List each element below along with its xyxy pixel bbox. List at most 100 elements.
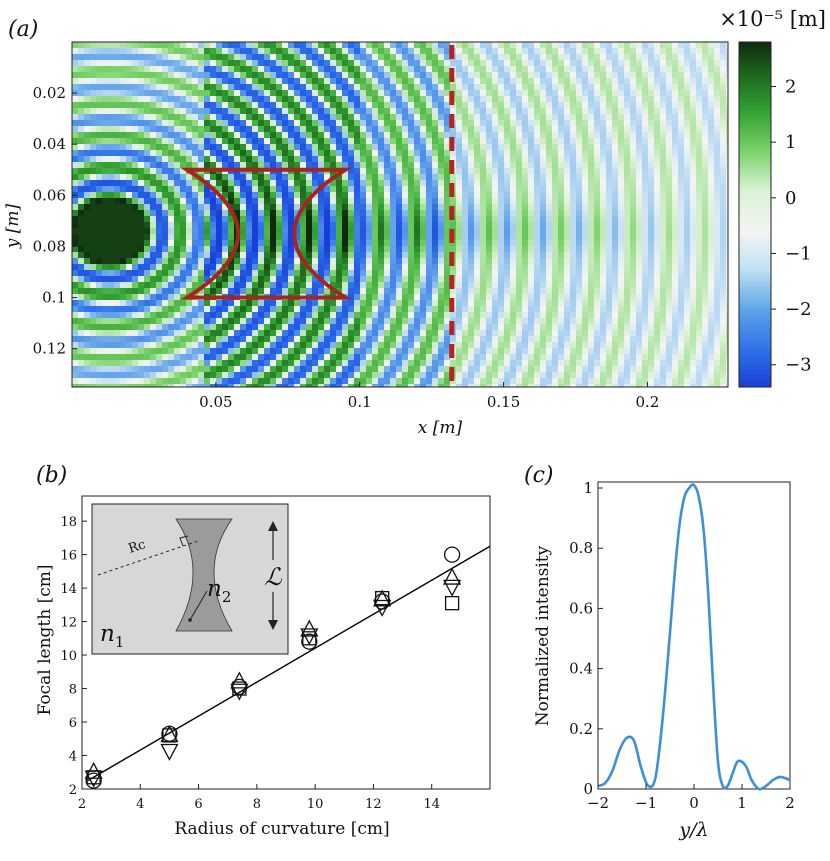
heatmap-cell xyxy=(384,258,391,265)
heatmap-cell xyxy=(570,144,577,151)
heatmap-cell xyxy=(624,210,631,217)
heatmap-cell xyxy=(228,132,235,139)
heatmap-cell xyxy=(612,144,619,151)
heatmap-cell xyxy=(492,150,499,157)
heatmap-cell xyxy=(282,126,289,133)
heatmap-cell xyxy=(408,252,415,259)
heatmap-cell xyxy=(618,132,625,139)
heatmap-cell xyxy=(360,192,367,199)
heatmap-cell xyxy=(576,300,583,307)
heatmap-cell xyxy=(606,180,613,187)
heatmap-cell xyxy=(534,150,541,157)
heatmap-cell xyxy=(420,222,427,229)
heatmap-cell xyxy=(684,156,691,163)
heatmap-cell xyxy=(414,210,421,217)
heatmap-cell xyxy=(348,48,355,55)
heatmap-cell xyxy=(654,234,661,241)
heatmap-cell xyxy=(558,54,565,61)
heatmap-cell xyxy=(294,114,301,121)
heatmap-cell xyxy=(468,288,475,295)
heatmap-cell xyxy=(300,210,307,217)
heatmap-cell xyxy=(144,144,151,151)
heatmap-cell xyxy=(192,54,199,61)
heatmap-cell xyxy=(84,246,91,253)
heatmap-cell xyxy=(264,282,271,289)
heatmap-cell xyxy=(468,282,475,289)
heatmap-cell xyxy=(576,264,583,271)
heatmap-cell xyxy=(540,96,547,103)
heatmap-cell xyxy=(222,108,229,115)
heatmap-cell xyxy=(522,240,529,247)
heatmap-cell xyxy=(282,90,289,97)
heatmap-cell xyxy=(498,84,505,91)
heatmap-cell xyxy=(678,270,685,277)
heatmap-cell xyxy=(354,114,361,121)
heatmap-cell xyxy=(330,264,337,271)
heatmap-cell xyxy=(666,198,673,205)
heatmap-cell xyxy=(726,300,728,307)
heatmap-cell xyxy=(306,216,313,223)
heatmap-cell xyxy=(468,300,475,307)
heatmap-cell xyxy=(576,228,583,235)
heatmap-cell xyxy=(702,204,709,211)
heatmap-cell xyxy=(606,288,613,295)
heatmap-cell xyxy=(210,150,217,157)
heatmap-cell xyxy=(720,306,727,313)
heatmap-cell xyxy=(402,252,409,259)
heatmap-cell xyxy=(570,102,577,109)
heatmap-cell xyxy=(504,114,511,121)
heatmap-cell xyxy=(174,162,181,169)
heatmap-cell xyxy=(426,150,433,157)
heatmap-cell xyxy=(546,84,553,91)
heatmap-cell xyxy=(618,306,625,313)
heatmap-cell xyxy=(234,306,241,313)
heatmap-cell xyxy=(192,270,199,277)
heatmap-cell xyxy=(648,288,655,295)
heatmap-cell xyxy=(408,102,415,109)
heatmap-cell xyxy=(276,102,283,109)
heatmap-cell xyxy=(126,216,133,223)
heatmap-cell xyxy=(276,240,283,247)
heatmap-cell xyxy=(198,186,205,193)
heatmap-cell xyxy=(150,204,157,211)
heatmap-cell xyxy=(444,144,451,151)
heatmap-cell xyxy=(510,282,517,289)
heatmap-cell xyxy=(666,162,673,169)
heatmap-cell xyxy=(654,132,661,139)
heatmap-cell xyxy=(456,282,463,289)
heatmap-cell xyxy=(642,132,649,139)
heatmap-cell xyxy=(258,126,265,133)
heatmap-cell xyxy=(114,300,121,307)
heatmap-cell xyxy=(654,156,661,163)
heatmap-cell xyxy=(612,84,619,91)
heatmap-cell xyxy=(330,300,337,307)
heatmap-cell xyxy=(642,144,649,151)
heatmap-cell xyxy=(588,132,595,139)
heatmap-cell xyxy=(666,120,673,127)
heatmap-cell xyxy=(684,210,691,217)
heatmap-cell xyxy=(444,168,451,175)
heatmap-cell xyxy=(720,54,727,61)
heatmap-cell xyxy=(390,180,397,187)
heatmap-cell xyxy=(714,240,721,247)
heatmap-cell xyxy=(414,270,421,277)
heatmap-cell xyxy=(114,198,121,205)
heatmap-cell xyxy=(564,258,571,265)
heatmap-cell xyxy=(702,48,709,55)
heatmap-cell xyxy=(222,234,229,241)
heatmap-cell xyxy=(552,222,559,229)
heatmap-cell xyxy=(294,306,301,313)
heatmap-cell xyxy=(336,246,343,253)
heatmap-cell xyxy=(384,186,391,193)
heatmap-cell xyxy=(204,66,211,73)
heatmap-cell xyxy=(708,108,715,115)
heatmap-cell xyxy=(576,60,583,67)
heatmap-cell xyxy=(342,48,349,55)
heatmap-cell xyxy=(396,84,403,91)
heatmap-cell xyxy=(624,72,631,79)
heatmap-cell xyxy=(690,102,697,109)
heatmap-cell xyxy=(678,282,685,289)
heatmap-cell xyxy=(240,186,247,193)
heatmap-cell xyxy=(156,180,163,187)
heatmap-cell xyxy=(492,126,499,133)
